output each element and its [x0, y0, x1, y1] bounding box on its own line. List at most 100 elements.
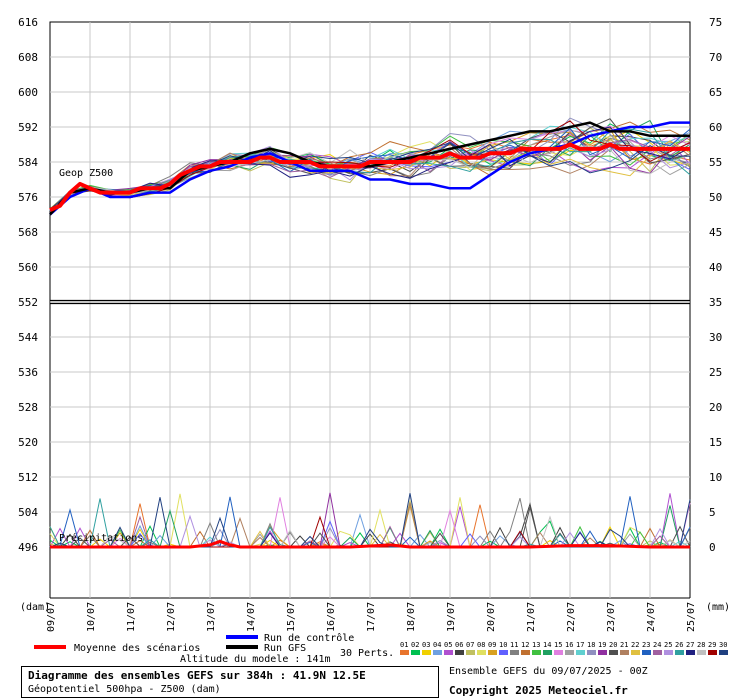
legend-pert-swatch [411, 650, 420, 655]
x-tick-label: 10/07 [86, 602, 97, 632]
right-tick-label: 10 [709, 471, 722, 484]
legend-pert-swatch [433, 650, 442, 655]
legend-pert-number: 18 [587, 641, 595, 649]
right-tick-label: 40 [709, 261, 722, 274]
precip-mean-line [50, 539, 690, 549]
left-tick-label: 600 [18, 86, 38, 99]
legend-pert-swatch [609, 650, 618, 655]
legend-pert-number: 08 [477, 641, 485, 649]
x-axis-ticks: 09/07 10/07 11/07 12/07 13/07 14/07 15/07 16/07… [46, 602, 697, 632]
legend-pert-number: 09 [488, 641, 496, 649]
right-tick-label: 20 [709, 401, 722, 414]
legend-pert-number: 16 [565, 641, 573, 649]
left-tick-label: 552 [18, 296, 38, 309]
legend-pert-number: 24 [653, 641, 661, 649]
legend-pert-number: 14 [543, 641, 551, 649]
legend-pert-number: 20 [609, 641, 617, 649]
legend-pert-number: 15 [554, 641, 562, 649]
chart-title: Diagramme des ensembles GEFS sur 384h : … [28, 669, 366, 682]
left-tick-label: 528 [18, 401, 38, 414]
left-tick-label: 496 [18, 541, 38, 554]
legend-pert-number: 28 [697, 641, 705, 649]
left-tick-label: 520 [18, 436, 38, 449]
right-tick-label: 75 [709, 16, 722, 29]
x-tick-label: 09/07 [46, 602, 57, 632]
legend-pert-number: 03 [422, 641, 430, 649]
right-tick-label: 25 [709, 366, 722, 379]
legend-control-label: Run de contrôle [264, 632, 354, 644]
legend-pert-swatch [477, 650, 486, 655]
legend-pert-number: 02 [411, 641, 419, 649]
legend-pert-swatch [620, 650, 629, 655]
x-tick-label: 16/07 [326, 602, 337, 632]
left-tick-label: 568 [18, 226, 38, 239]
copyright: Copyright 2025 Meteociel.fr [449, 684, 628, 697]
legend-pert-swatch [455, 650, 464, 655]
x-tick-label: 19/07 [446, 602, 457, 632]
legend-pert-number: 21 [620, 641, 628, 649]
x-tick-label: 20/07 [486, 602, 497, 632]
legend-pert-number: 06 [455, 641, 463, 649]
chart-subtitle: Géopotentiel 500hpa - Z500 (dam) [28, 684, 221, 695]
left-tick-label: 608 [18, 51, 38, 64]
legend-pert-swatch [719, 650, 728, 655]
left-axis-unit: (dam) [20, 602, 50, 613]
right-tick-label: 0 [709, 541, 716, 554]
legend-pert-swatch [653, 650, 662, 655]
legend-pert-swatch [488, 650, 497, 655]
geop-label: Geop Z500 [59, 168, 113, 179]
pert-geop-line [49, 137, 691, 211]
legend-pert-swatch [631, 650, 640, 655]
left-tick-label: 544 [18, 331, 38, 344]
left-tick-label: 512 [18, 471, 38, 484]
legend-pert-swatch [444, 650, 453, 655]
ensemble-run-info: Ensemble GEFS du 09/07/2025 - 00Z [449, 666, 648, 677]
right-tick-label: 60 [709, 121, 722, 134]
grid [49, 21, 691, 599]
legend-pert-swatch [422, 650, 431, 655]
legend-perts-label: 30 Perts. [340, 648, 394, 659]
legend-pert-number: 11 [510, 641, 518, 649]
left-tick-label: 536 [18, 366, 38, 379]
right-tick-label: 5 [709, 506, 716, 519]
title-box: Diagramme des ensembles GEFS sur 384h : … [21, 666, 439, 698]
legend-pert-number: 17 [576, 641, 584, 649]
right-axis-unit: (mm) [706, 602, 730, 613]
legend-pert-number: 13 [532, 641, 540, 649]
control-run-line [49, 121, 690, 216]
legend-pert-number: 23 [642, 641, 650, 649]
legend-pert-swatch [576, 650, 585, 655]
legend-pert-swatch [598, 650, 607, 655]
legend-pert-swatch [642, 650, 651, 655]
legend-pert-swatch [510, 650, 519, 655]
legend-pert-swatch [400, 650, 409, 655]
legend-pert-number: 29 [708, 641, 716, 649]
x-tick-label: 11/07 [126, 602, 137, 632]
right-tick-label: 65 [709, 86, 722, 99]
legend-pert-swatch [664, 650, 673, 655]
legend-pert-number: 25 [664, 641, 672, 649]
legend-pert-swatch [466, 650, 475, 655]
legend-pert-swatch [697, 650, 706, 655]
legend-pert-number: 27 [686, 641, 694, 649]
legend-pert-number: 05 [444, 641, 452, 649]
x-tick-label: 25/07 [686, 602, 697, 632]
model-altitude: Altitude du modele : 141m [180, 654, 331, 665]
x-tick-label: 13/07 [206, 602, 217, 632]
legend-pert-swatch [675, 650, 684, 655]
legend-pert-number: 12 [521, 641, 529, 649]
legend-pert-number: 19 [598, 641, 606, 649]
legend-pert-swatch [543, 650, 552, 655]
legend-pert-number: 22 [631, 641, 639, 649]
legend-gfs-label: Run GFS [264, 643, 306, 654]
x-tick-label: 21/07 [526, 602, 537, 632]
pert-geop-line [49, 128, 691, 211]
legend-pert-swatch [521, 650, 530, 655]
precip-label: Précipitations [59, 532, 143, 544]
left-tick-label: 584 [18, 156, 38, 169]
right-tick-label: 50 [709, 191, 722, 204]
legend-pert-swatch [686, 650, 695, 655]
legend-pert-number: 01 [400, 641, 408, 649]
left-tick-label: 576 [18, 191, 38, 204]
